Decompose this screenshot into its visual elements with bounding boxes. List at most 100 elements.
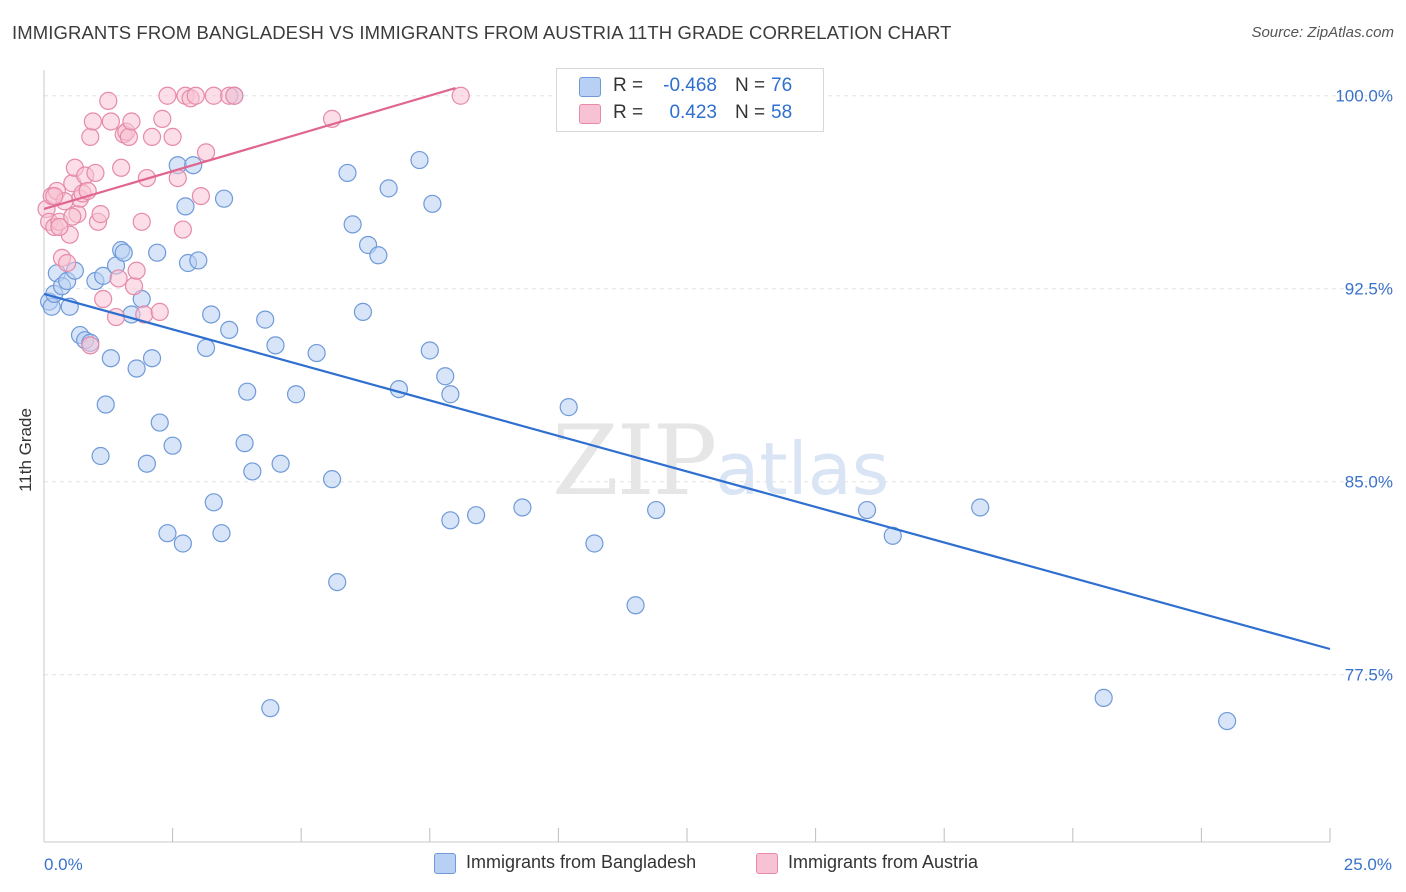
- y-tick-label: 85.0%: [1345, 473, 1393, 492]
- point-bangladesh: [353, 302, 373, 321]
- point-bangladesh: [137, 454, 156, 473]
- point-austria: [58, 253, 77, 273]
- point-austria: [81, 127, 100, 147]
- point-bangladesh: [266, 336, 285, 355]
- point-bangladesh: [235, 434, 254, 453]
- x-tick-label: 25.0%: [1344, 855, 1392, 874]
- point-bangladesh: [585, 534, 604, 553]
- stats-r-value: -0.468: [663, 75, 717, 96]
- point-bangladesh: [91, 446, 110, 466]
- legend-swatch-pink: [756, 853, 778, 874]
- point-bangladesh: [261, 699, 280, 718]
- point-bangladesh: [328, 572, 347, 592]
- point-bangladesh: [513, 498, 532, 517]
- stats-r-label: R =: [613, 75, 644, 96]
- stats-box: R = -0.468 N = 76 R = 0.423 N = 58: [556, 68, 824, 132]
- point-austria: [109, 269, 128, 288]
- point-austria: [158, 86, 177, 105]
- point-austria: [94, 289, 113, 309]
- point-austria: [127, 261, 146, 280]
- point-austria: [186, 86, 205, 105]
- point-bangladesh: [343, 215, 362, 234]
- point-austria: [132, 212, 151, 231]
- stats-r-value: 0.423: [669, 102, 717, 123]
- stats-n-label: N =: [735, 75, 766, 96]
- point-bangladesh: [559, 398, 578, 417]
- point-austria: [173, 220, 192, 239]
- point-austria: [99, 91, 118, 110]
- point-bangladesh: [286, 385, 306, 404]
- point-bangladesh: [441, 385, 460, 404]
- point-bangladesh: [626, 596, 645, 615]
- point-bangladesh: [441, 511, 460, 530]
- point-bangladesh: [163, 436, 182, 455]
- point-bangladesh: [196, 338, 216, 358]
- point-austria: [86, 163, 105, 183]
- point-austria: [91, 205, 110, 224]
- point-bangladesh: [150, 413, 169, 432]
- point-austria: [112, 158, 131, 177]
- point-bangladesh: [212, 524, 231, 543]
- stats-r-label: R =: [613, 102, 644, 123]
- chart-title: IMMIGRANTS FROM BANGLADESH VS IMMIGRANTS…: [12, 22, 952, 43]
- point-bangladesh: [238, 382, 257, 401]
- point-austria: [119, 127, 138, 147]
- point-bangladesh: [243, 462, 262, 481]
- point-bangladesh: [127, 359, 146, 378]
- point-bangladesh: [338, 163, 357, 183]
- point-bangladesh: [214, 189, 234, 208]
- point-austria: [101, 112, 120, 131]
- point-austria: [142, 127, 162, 147]
- point-austria: [63, 207, 82, 226]
- legend-label-austria: Immigrants from Austria: [788, 852, 979, 872]
- stats-row-bangladesh: R = -0.468 N = 76: [557, 73, 823, 101]
- stats-swatch-blue: [579, 77, 601, 97]
- y-axis-label-wrap: 11th Grade: [6, 380, 46, 520]
- y-tick-label: 77.5%: [1345, 666, 1393, 685]
- trendline-austria: [43, 86, 456, 211]
- stats-n-label: N =: [735, 102, 766, 123]
- trendline-bangladesh: [43, 292, 1331, 651]
- point-austria: [50, 217, 69, 237]
- point-bangladesh: [379, 179, 398, 198]
- point-bangladesh: [158, 524, 177, 543]
- y-tick-label: 92.5%: [1345, 280, 1393, 299]
- point-bangladesh: [436, 367, 455, 386]
- point-austria: [122, 112, 141, 131]
- stats-n-value: 76: [771, 75, 793, 96]
- legend-label-bangladesh: Immigrants from Bangladesh: [466, 852, 697, 872]
- stats-swatch-pink: [579, 104, 601, 124]
- point-bangladesh: [420, 341, 439, 360]
- point-bangladesh: [256, 310, 275, 329]
- point-austria: [150, 302, 169, 321]
- point-austria: [196, 143, 216, 162]
- point-bangladesh: [389, 379, 409, 399]
- point-austria: [225, 86, 244, 105]
- point-bangladesh: [142, 349, 162, 368]
- point-bangladesh: [423, 194, 442, 213]
- stats-row-austria: R = 0.423 N = 58: [557, 100, 823, 128]
- point-austria: [83, 112, 102, 131]
- point-bangladesh: [96, 395, 115, 414]
- point-bangladesh: [173, 534, 192, 553]
- point-austria: [153, 109, 172, 128]
- x-tick-label: 0.0%: [44, 855, 83, 874]
- point-bangladesh: [369, 246, 388, 265]
- watermark-zip: ZIP: [552, 405, 717, 517]
- point-bangladesh: [322, 470, 342, 489]
- y-axis-label: 11th Grade: [16, 408, 36, 492]
- point-bangladesh: [176, 197, 195, 216]
- point-bangladesh: [271, 454, 290, 473]
- watermark-atlas: atlas: [715, 427, 890, 511]
- point-bangladesh: [189, 251, 208, 270]
- point-austria: [124, 277, 144, 296]
- stats-n-value: 58: [771, 102, 793, 123]
- y-tick-label: 100.0%: [1335, 87, 1393, 106]
- legend: Immigrants from Bangladesh Immigrants fr…: [0, 852, 1406, 876]
- point-austria: [45, 186, 64, 206]
- point-austria: [163, 127, 182, 147]
- watermark: ZIPatlas: [552, 405, 889, 517]
- point-austria: [81, 336, 100, 355]
- point-austria: [191, 186, 210, 206]
